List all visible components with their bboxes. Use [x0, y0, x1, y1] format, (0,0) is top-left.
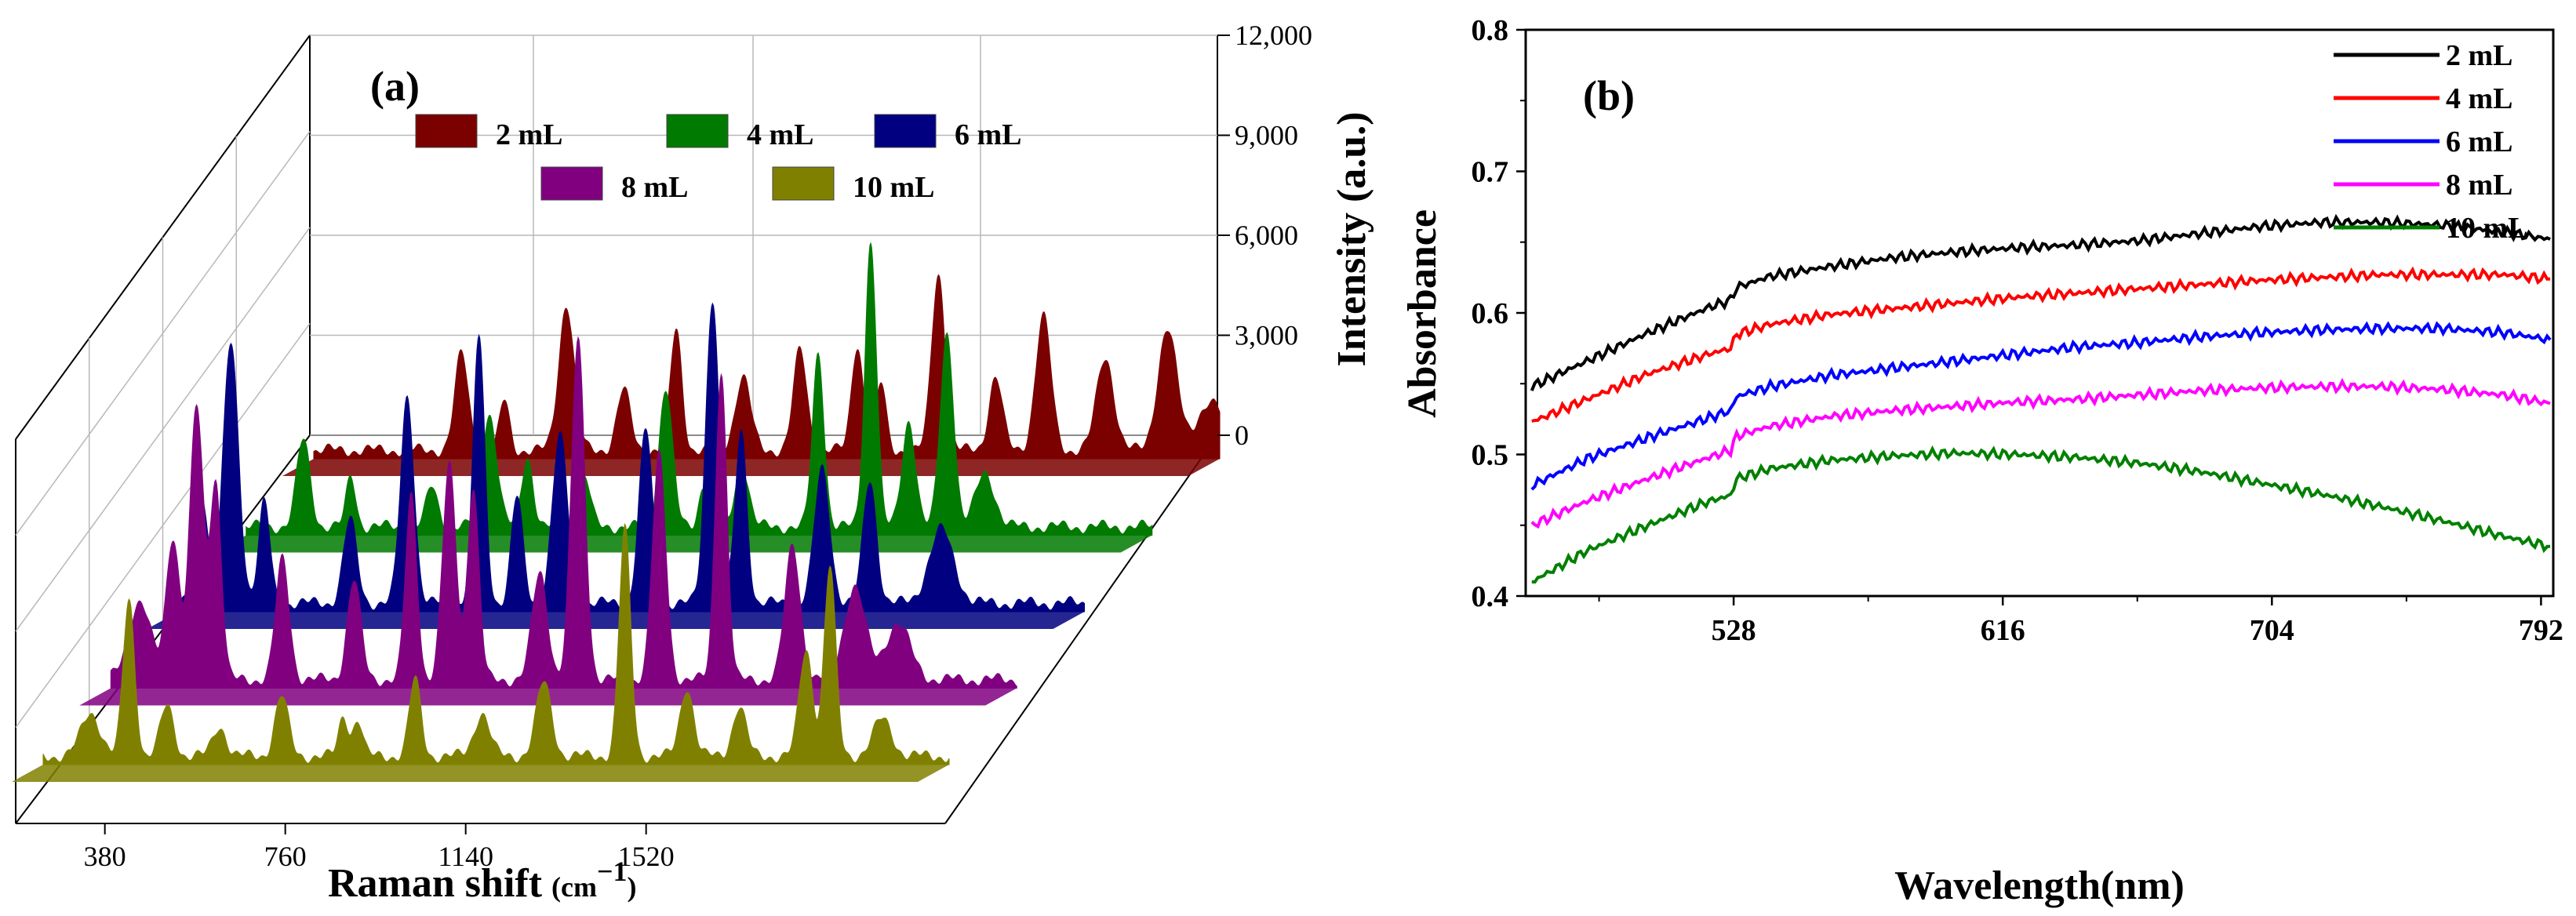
intensity-tick-label: 0 — [1235, 420, 1249, 451]
raman-series-2-mL — [313, 274, 1221, 460]
legend-swatch — [666, 114, 729, 148]
legend-label: 2 mL — [496, 118, 563, 151]
panel-a-x-axis-title: Raman shift (cm−1) — [328, 856, 637, 906]
y-tick-label: 0.6 — [1472, 297, 1509, 330]
absorbance-line-10-mL — [1531, 445, 2551, 584]
panel-a-y-axis-title: Intensity (a.u.) — [1330, 111, 1374, 366]
x-axis-unit: (cm — [551, 871, 597, 903]
panel-b-x-ticks: 528 616 704 792 — [1598, 596, 2563, 647]
panel-a-series — [12, 242, 1221, 782]
panel-b-legend: 2 mL 4 mL 6 mL 8 mL 10 mL — [2334, 39, 2528, 245]
absorbance-line-2-mL — [1530, 213, 2551, 391]
legend-label: 8 mL — [2446, 169, 2513, 202]
legend-label: 10 mL — [853, 171, 935, 204]
panel-a-raman-waterfall: 0 3,000 6,000 9,000 12,000 380 760 1140 1520 2 … — [12, 20, 1374, 906]
intensity-tick-label: 9,000 — [1235, 120, 1298, 151]
x-tick-label: 528 — [1712, 614, 1756, 647]
raman-tick-label: 760 — [264, 841, 307, 872]
panel-b-x-axis-title: Wavelength(nm) — [1894, 863, 2185, 908]
panel-b-series — [1530, 213, 2552, 584]
y-tick-label: 0.4 — [1472, 580, 1509, 613]
legend-swatch — [540, 166, 603, 201]
x-tick-label: 704 — [2250, 614, 2294, 647]
legend-label: 4 mL — [747, 118, 814, 151]
x-axis-unit-exponent: −1 — [597, 856, 628, 887]
raman-series-8-mL — [110, 336, 1017, 689]
absorbance-line-6-mL — [1530, 321, 2552, 491]
panel-b-label: (b) — [1583, 72, 1635, 119]
intensity-tick-label: 12,000 — [1235, 20, 1312, 51]
panel-a-intensity-ticks: 0 3,000 6,000 9,000 12,000 — [1217, 20, 1312, 451]
raman-tick-label: 1140 — [438, 841, 493, 872]
y-tick-label: 0.5 — [1472, 439, 1509, 472]
raman-tick-label: 380 — [84, 841, 126, 872]
absorbance-line-4-mL — [1531, 266, 2551, 423]
legend-swatch — [415, 114, 478, 148]
x-axis-unit-close: ) — [628, 871, 637, 903]
raman-tick-label: 1520 — [618, 841, 675, 872]
panel-a-label: (a) — [370, 63, 420, 110]
intensity-tick-label: 6,000 — [1235, 220, 1298, 251]
absorbance-line-8-mL — [1530, 377, 2551, 529]
panel-b-absorbance: 0.4 0.5 0.6 0.7 0.8 528 616 704 792 2 mL 4 mL 6 m… — [1400, 14, 2563, 908]
y-tick-label: 0.7 — [1472, 156, 1509, 189]
raman-series-6-mL — [178, 302, 1085, 612]
legend-label: 4 mL — [2446, 82, 2513, 115]
legend-swatch — [772, 166, 835, 201]
x-tick-label: 616 — [1981, 614, 2025, 647]
panel-a-legend: 2 mL 4 mL 6 mL 8 mL 10 mL — [415, 114, 1022, 204]
legend-label: 6 mL — [2446, 125, 2513, 158]
right-floor-edge — [944, 434, 1218, 824]
raman-series-base-10-mL — [12, 765, 949, 782]
legend-label: 2 mL — [2446, 39, 2513, 72]
x-tick-label: 792 — [2519, 614, 2563, 647]
legend-label: 6 mL — [955, 118, 1022, 151]
panel-a-raman-ticks: 380 760 1140 1520 — [84, 823, 675, 872]
raman-series-4-mL — [246, 242, 1153, 536]
intensity-tick-label: 3,000 — [1235, 320, 1298, 351]
legend-label: 8 mL — [621, 171, 689, 204]
panel-b-y-ticks: 0.4 0.5 0.6 0.7 0.8 — [1472, 14, 1526, 613]
raman-series-10-mL — [42, 522, 950, 765]
raman-series-base-2-mL — [282, 459, 1220, 476]
panel-b-y-axis-title: Absorbance — [1400, 209, 1445, 418]
y-tick-label: 0.8 — [1472, 14, 1509, 47]
legend-swatch — [874, 114, 937, 148]
x-axis-title-text: Raman shift — [328, 861, 543, 906]
legend-label: 10 mL — [2446, 212, 2528, 245]
